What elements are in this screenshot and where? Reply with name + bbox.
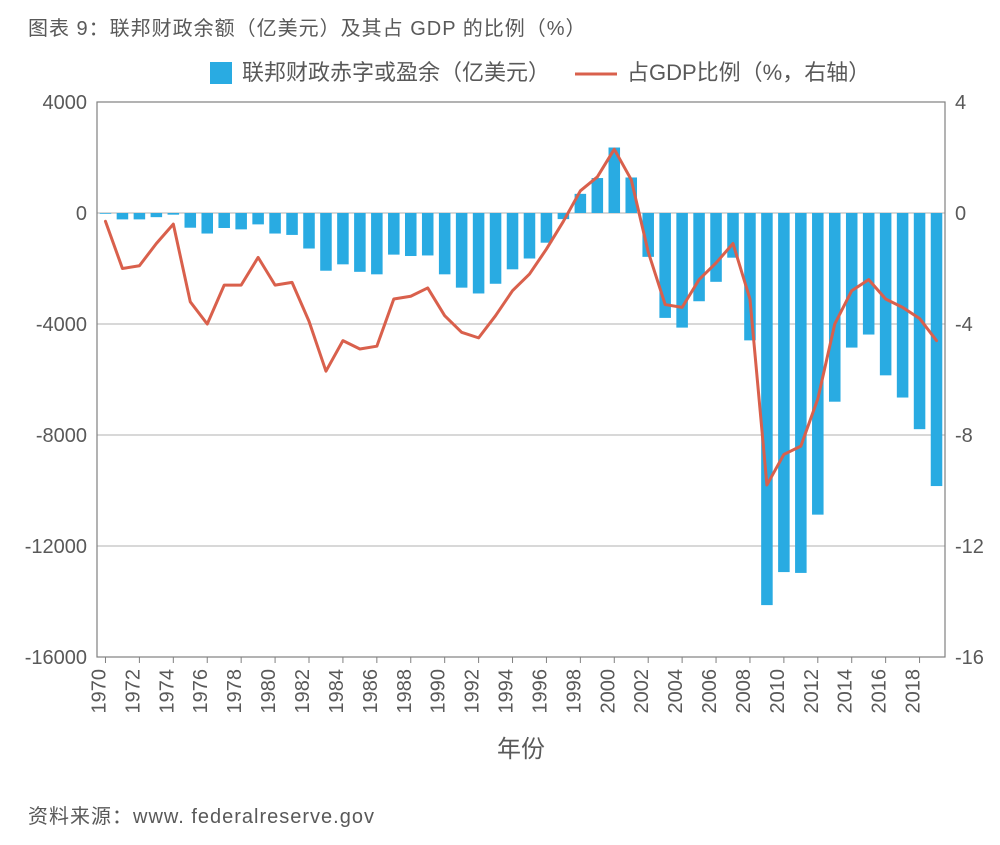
svg-text:2018: 2018 bbox=[903, 669, 925, 714]
chart-svg: -16000 -12000 -8000 -4000 0 4000 -16 -12 -8 -4 0 4 1… bbox=[0, 52, 1000, 792]
svg-text:1976: 1976 bbox=[190, 669, 212, 714]
svg-text:-4000: -4000 bbox=[36, 314, 87, 336]
svg-text:1998: 1998 bbox=[563, 669, 585, 714]
svg-text:2000: 2000 bbox=[597, 669, 619, 714]
svg-text:0: 0 bbox=[76, 203, 87, 225]
svg-text:1982: 1982 bbox=[292, 669, 314, 714]
svg-text:4000: 4000 bbox=[43, 92, 88, 114]
svg-text:4: 4 bbox=[955, 92, 966, 114]
svg-text:2002: 2002 bbox=[631, 669, 653, 714]
svg-text:1996: 1996 bbox=[529, 669, 551, 714]
svg-text:2004: 2004 bbox=[665, 669, 687, 714]
chart-container: -16000 -12000 -8000 -4000 0 4000 -16 -12 -8 -4 0 4 1… bbox=[0, 52, 1000, 792]
svg-text:1994: 1994 bbox=[496, 669, 518, 714]
svg-text:1978: 1978 bbox=[224, 669, 246, 714]
svg-text:2008: 2008 bbox=[733, 669, 755, 714]
svg-text:年份: 年份 bbox=[497, 736, 545, 763]
svg-text:2006: 2006 bbox=[699, 669, 721, 714]
svg-text:1974: 1974 bbox=[156, 669, 178, 714]
svg-text:占GDP比例（%，右轴）: 占GDP比例（%，右轴） bbox=[627, 60, 870, 85]
svg-text:-8: -8 bbox=[955, 425, 973, 447]
chart-source: 资料来源：www. federalreserve.gov bbox=[28, 800, 375, 829]
svg-text:联邦财政赤字或盈余（亿美元）: 联邦财政赤字或盈余（亿美元） bbox=[242, 60, 550, 85]
svg-text:1970: 1970 bbox=[88, 669, 110, 714]
svg-text:1992: 1992 bbox=[462, 669, 484, 714]
svg-text:-8000: -8000 bbox=[36, 425, 87, 447]
svg-text:2012: 2012 bbox=[801, 669, 823, 714]
svg-text:-12000: -12000 bbox=[25, 536, 87, 558]
svg-text:1986: 1986 bbox=[360, 669, 382, 714]
svg-text:1984: 1984 bbox=[326, 669, 348, 714]
svg-text:1980: 1980 bbox=[258, 669, 280, 714]
svg-text:-16: -16 bbox=[955, 647, 984, 669]
svg-text:2010: 2010 bbox=[767, 669, 789, 714]
chart-title: 图表 9：联邦财政余额（亿美元）及其占 GDP 的比例（%） bbox=[28, 12, 587, 41]
svg-text:1988: 1988 bbox=[394, 669, 416, 714]
svg-text:-16000: -16000 bbox=[25, 647, 87, 669]
svg-text:-12: -12 bbox=[955, 536, 984, 558]
svg-text:2016: 2016 bbox=[869, 669, 891, 714]
svg-text:-4: -4 bbox=[955, 314, 973, 336]
svg-text:1972: 1972 bbox=[122, 669, 144, 714]
svg-text:2014: 2014 bbox=[835, 669, 857, 714]
svg-text:0: 0 bbox=[955, 203, 966, 225]
svg-text:1990: 1990 bbox=[428, 669, 450, 714]
